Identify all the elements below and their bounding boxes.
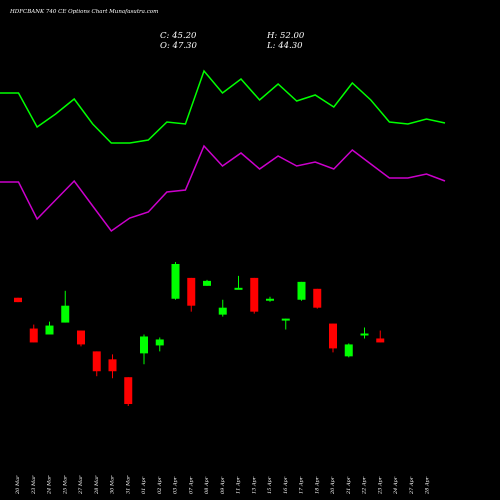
x-tick-label: 30 Mar — [110, 475, 116, 494]
candle-body — [376, 338, 385, 343]
x-tick-label: 25 Mar — [62, 475, 68, 495]
x-tick-label: 27 Apr — [409, 476, 415, 495]
candle — [187, 277, 196, 312]
line-series-1 — [0, 69, 446, 144]
candle — [329, 323, 337, 353]
x-tick-label: 22 Apr — [362, 476, 368, 495]
candle-body — [77, 330, 85, 345]
candle — [203, 279, 211, 286]
candle — [77, 330, 85, 347]
low-value: L: 44.30 — [267, 41, 303, 51]
candle — [218, 299, 227, 317]
candle-body — [61, 305, 70, 323]
candle — [250, 277, 259, 314]
candle-body — [14, 297, 22, 303]
candle — [45, 321, 54, 335]
x-tick-label: 08 Apr — [204, 476, 210, 494]
candle-body — [171, 263, 180, 299]
candle — [234, 275, 243, 290]
candle-body — [203, 280, 211, 286]
candle-body — [29, 328, 38, 343]
line-series-2 — [0, 144, 446, 233]
candle — [281, 318, 290, 330]
x-tick-label: 24 Mar — [47, 475, 53, 495]
x-tick-label: 16 Apr — [283, 476, 289, 494]
candle — [61, 290, 70, 323]
candle — [14, 297, 22, 303]
candle-body — [140, 336, 148, 354]
x-tick-label: 18 Apr — [314, 476, 320, 494]
candle — [108, 354, 117, 379]
x-tick-label: 28 Mar — [94, 475, 100, 495]
candle — [29, 324, 38, 343]
candle-body — [266, 298, 274, 301]
open-value: O: 47.30 — [160, 41, 197, 51]
candle — [124, 377, 133, 406]
x-tick-label: 27 Mar — [78, 475, 84, 495]
x-tick-label: 28 Apr — [425, 476, 431, 495]
candle — [360, 327, 369, 339]
candle-body — [218, 307, 227, 315]
candle — [344, 343, 353, 358]
candle-body — [124, 377, 133, 405]
candle-body — [360, 333, 369, 336]
candle — [266, 296, 274, 302]
chart-title: HDFCBANK 740 CE Options Chart Munafasutr… — [10, 9, 159, 15]
candle — [140, 334, 148, 365]
candle — [92, 351, 101, 377]
candle-body — [250, 277, 259, 312]
candle-body — [281, 318, 290, 321]
candle-body — [344, 344, 353, 357]
candle-body — [313, 288, 322, 308]
x-tick-label: 17 Apr — [299, 476, 305, 494]
x-tick-label: 24 Apr — [393, 476, 399, 495]
x-tick-label: 01 Apr — [141, 476, 147, 494]
candle-body — [187, 277, 196, 306]
close-value: C: 45.20 — [160, 31, 197, 41]
high-value: H: 52.00 — [267, 31, 305, 41]
x-tick-label: 31 Mar — [125, 475, 131, 494]
x-tick-label: 03 Apr — [173, 476, 179, 494]
candle — [297, 281, 306, 301]
x-tick-label: 21 Apr — [346, 476, 352, 495]
x-tick-label: 20 Apr — [330, 476, 336, 495]
candle-body — [329, 323, 337, 349]
candle — [171, 262, 180, 300]
x-tick-label: 13 Apr — [251, 476, 257, 494]
x-tick-label: 23 Mar — [31, 475, 37, 495]
candle-body — [297, 281, 306, 300]
x-tick-label: 02 Apr — [157, 476, 163, 494]
x-tick-label: 09 Apr — [220, 476, 226, 494]
candle-body — [45, 325, 54, 335]
candle — [376, 330, 385, 343]
x-tick-label: 15 Apr — [267, 476, 273, 494]
candle-body — [155, 339, 164, 346]
x-tick-label: 07 Apr — [188, 476, 194, 494]
candle-body — [92, 351, 101, 372]
candle-body — [234, 287, 243, 290]
x-tick-label: 20 Mar — [15, 475, 21, 495]
candle — [313, 288, 322, 309]
candle-body — [108, 359, 117, 372]
candle — [155, 337, 164, 352]
x-tick-label: 11 Apr — [236, 476, 242, 494]
x-tick-label: 23 Apr — [377, 476, 383, 495]
